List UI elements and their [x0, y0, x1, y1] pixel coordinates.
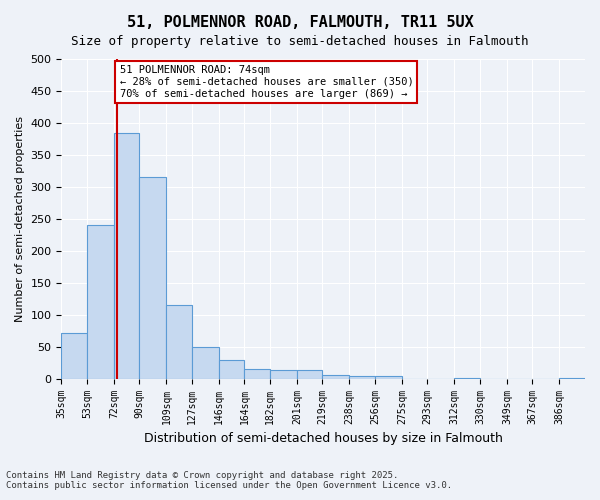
Bar: [114, 132, 139, 378]
X-axis label: Distribution of semi-detached houses by size in Falmouth: Distribution of semi-detached houses by …: [144, 432, 503, 445]
Text: Size of property relative to semi-detached houses in Falmouth: Size of property relative to semi-detach…: [71, 35, 529, 48]
Text: 51, POLMENNOR ROAD, FALMOUTH, TR11 5UX: 51, POLMENNOR ROAD, FALMOUTH, TR11 5UX: [127, 15, 473, 30]
Bar: [244, 369, 270, 378]
Text: Contains HM Land Registry data © Crown copyright and database right 2025.
Contai: Contains HM Land Registry data © Crown c…: [6, 470, 452, 490]
Bar: [297, 370, 322, 378]
Bar: [349, 376, 375, 378]
Bar: [139, 178, 166, 378]
Bar: [322, 376, 349, 378]
Bar: [166, 305, 192, 378]
Y-axis label: Number of semi-detached properties: Number of semi-detached properties: [15, 116, 25, 322]
Bar: [87, 225, 114, 378]
Bar: [219, 360, 244, 378]
Bar: [192, 346, 219, 378]
Bar: [270, 370, 297, 378]
Bar: [375, 376, 402, 378]
Bar: [61, 332, 87, 378]
Text: 51 POLMENNOR ROAD: 74sqm
← 28% of semi-detached houses are smaller (350)
70% of : 51 POLMENNOR ROAD: 74sqm ← 28% of semi-d…: [119, 66, 413, 98]
